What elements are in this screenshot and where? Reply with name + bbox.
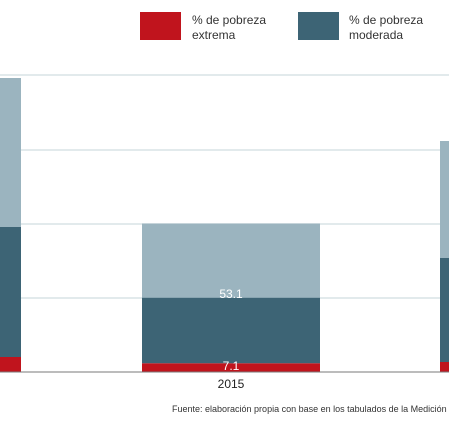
legend-swatch-extreme [140,12,181,40]
legend: % de pobreza extrema % de pobreza moderada [140,12,423,42]
bar-label-upper: 60.1 [219,155,243,169]
bar-segment-upper [0,78,21,227]
legend-swatch-moderate [298,12,339,40]
source-note: Fuente: elaboración propia con base en l… [172,404,449,414]
bar-label-moderate: 53.1 [219,287,243,301]
bar-segment-extreme [0,357,21,372]
bars [0,78,449,372]
bar-segment-moderate [440,258,449,362]
bar-segment-upper [142,223,320,298]
bar-segment-extreme [440,362,449,372]
legend-label-extreme: % de pobreza extrema [192,13,266,42]
bar-segment-moderate [142,297,320,364]
legend-label-moderate: % de pobreza moderada [349,13,423,42]
bar-label-extreme: 7.1 [223,359,240,373]
bar-segment-extreme [142,363,320,372]
x-tick-label: 2015 [218,377,245,391]
bar-segment-upper [440,141,449,258]
bar-segment-moderate [0,227,21,357]
